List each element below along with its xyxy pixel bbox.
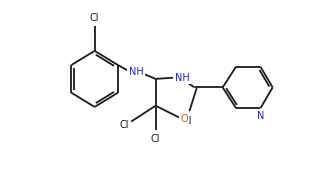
Text: N: N xyxy=(257,111,265,121)
Text: Cl: Cl xyxy=(90,13,99,23)
Text: Cl: Cl xyxy=(151,134,160,144)
Text: O: O xyxy=(180,113,188,124)
Text: NH: NH xyxy=(175,73,190,83)
Text: Cl: Cl xyxy=(182,116,192,126)
Text: NH: NH xyxy=(129,67,143,77)
Text: Cl: Cl xyxy=(119,120,129,130)
